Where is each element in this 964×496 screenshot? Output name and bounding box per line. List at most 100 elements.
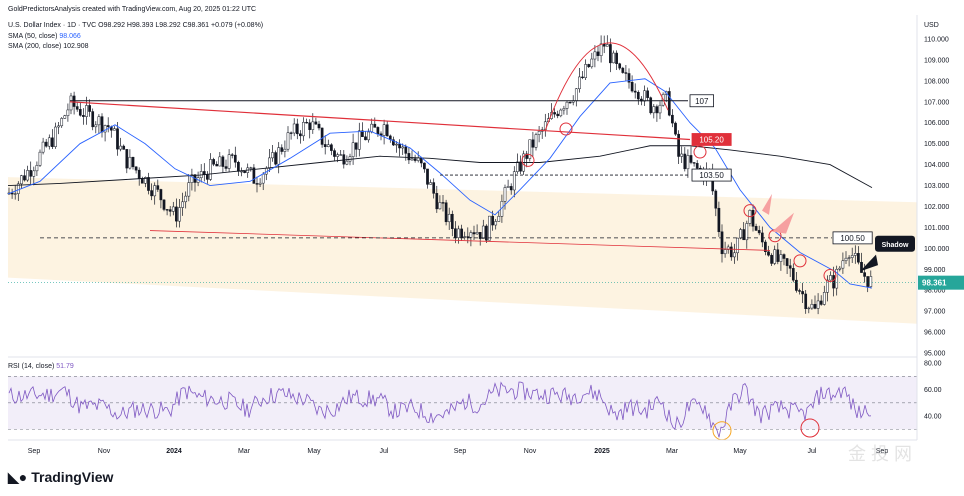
y-tick-label: 99.000 xyxy=(924,267,946,274)
candle-up xyxy=(457,228,460,238)
candle-up xyxy=(469,232,473,238)
candle-up xyxy=(658,104,662,114)
y-tick-label: 100.000 xyxy=(924,246,949,253)
candle-down xyxy=(602,43,606,47)
candle-down xyxy=(221,156,225,167)
callout-pointer xyxy=(860,254,878,272)
candle-down xyxy=(274,152,277,165)
candle-up xyxy=(410,158,414,161)
candle-up xyxy=(829,275,832,281)
candle-down xyxy=(525,153,529,159)
candle-up xyxy=(853,253,857,256)
candle-up xyxy=(447,213,451,223)
candle-up xyxy=(113,128,116,131)
candle-up xyxy=(494,221,498,226)
y-tick-label: 101.000 xyxy=(924,225,949,232)
candle-down xyxy=(764,241,767,252)
candle-down xyxy=(289,132,293,134)
candle-down xyxy=(51,137,54,147)
candle-up xyxy=(605,44,609,47)
candle-down xyxy=(435,193,439,210)
candle-up xyxy=(271,152,274,159)
rsi-line xyxy=(8,381,872,438)
candle-down xyxy=(320,127,324,145)
candle-down xyxy=(206,174,209,180)
candle-down xyxy=(308,122,312,130)
candle-down xyxy=(609,44,612,64)
candle-down xyxy=(630,81,634,92)
candle-down xyxy=(75,106,79,110)
candle-up xyxy=(13,193,17,195)
candle-up xyxy=(144,177,147,184)
candle-down xyxy=(556,113,560,117)
candle-up xyxy=(488,215,491,241)
candle-down xyxy=(509,186,513,191)
currency-label: USD xyxy=(924,22,939,29)
level-100-50-box xyxy=(832,231,873,245)
candle-down xyxy=(243,170,246,173)
candle-down xyxy=(413,158,417,161)
candle-down xyxy=(633,90,637,93)
candle-down xyxy=(689,155,693,163)
candle-down xyxy=(100,116,104,133)
candle-up xyxy=(47,137,51,147)
last-price-badge xyxy=(918,275,964,290)
candle-down xyxy=(798,290,801,292)
descending-resistance-line xyxy=(69,101,691,141)
touch-circle xyxy=(793,254,807,268)
candle-down xyxy=(692,162,696,164)
candle-up xyxy=(181,201,184,208)
candle-down xyxy=(450,213,454,229)
candle-down xyxy=(866,276,870,287)
candle-down xyxy=(131,156,135,168)
candle-up xyxy=(512,171,516,191)
candle-up xyxy=(807,307,811,310)
arrow-icon xyxy=(772,212,794,234)
candle-down xyxy=(472,232,476,235)
candle-down xyxy=(333,150,336,157)
candle-down xyxy=(364,136,367,141)
candle-up xyxy=(16,183,20,194)
candle-down xyxy=(175,206,178,222)
candle-down xyxy=(140,178,144,184)
candle-down xyxy=(305,121,308,124)
y-tick-label: 103.000 xyxy=(924,183,949,190)
candle-up xyxy=(826,279,829,293)
candle-down xyxy=(751,210,755,227)
candle-down xyxy=(860,261,863,273)
y-tick-label: 109.000 xyxy=(924,57,949,64)
candle-down xyxy=(376,127,380,135)
candle-up xyxy=(463,236,467,238)
candle-up xyxy=(60,118,64,127)
candle-down xyxy=(106,125,110,128)
candle-down xyxy=(29,170,33,177)
tradingview-logo[interactable]: ◣● TradingView xyxy=(8,469,113,486)
candle-up xyxy=(128,156,132,169)
candle-down xyxy=(10,192,14,195)
candle-up xyxy=(745,223,749,241)
rounding-top-arc xyxy=(544,42,669,132)
chart-credit: GoldPredictorsAnalysis created with Trad… xyxy=(8,6,257,13)
candle-up xyxy=(584,64,587,78)
candle-down xyxy=(125,149,129,169)
candle-down xyxy=(91,111,95,128)
candle-up xyxy=(249,167,253,169)
candle-down xyxy=(252,167,256,184)
candle-up xyxy=(739,229,742,239)
candle-up xyxy=(119,145,122,150)
candle-up xyxy=(345,160,349,165)
candle-down xyxy=(361,130,364,138)
callout-label: Shadow xyxy=(882,242,909,249)
candle-down xyxy=(224,166,228,169)
x-tick-label: Jul xyxy=(808,448,817,455)
candle-down xyxy=(373,123,377,128)
candle-up xyxy=(286,132,290,150)
candle-up xyxy=(590,58,594,68)
candle-down xyxy=(863,272,866,277)
descending-support-line xyxy=(149,230,771,251)
candle-up xyxy=(357,130,361,150)
indicator-value: 98.066 xyxy=(59,33,81,40)
level-107-box xyxy=(689,94,715,108)
candle-down xyxy=(116,128,119,150)
